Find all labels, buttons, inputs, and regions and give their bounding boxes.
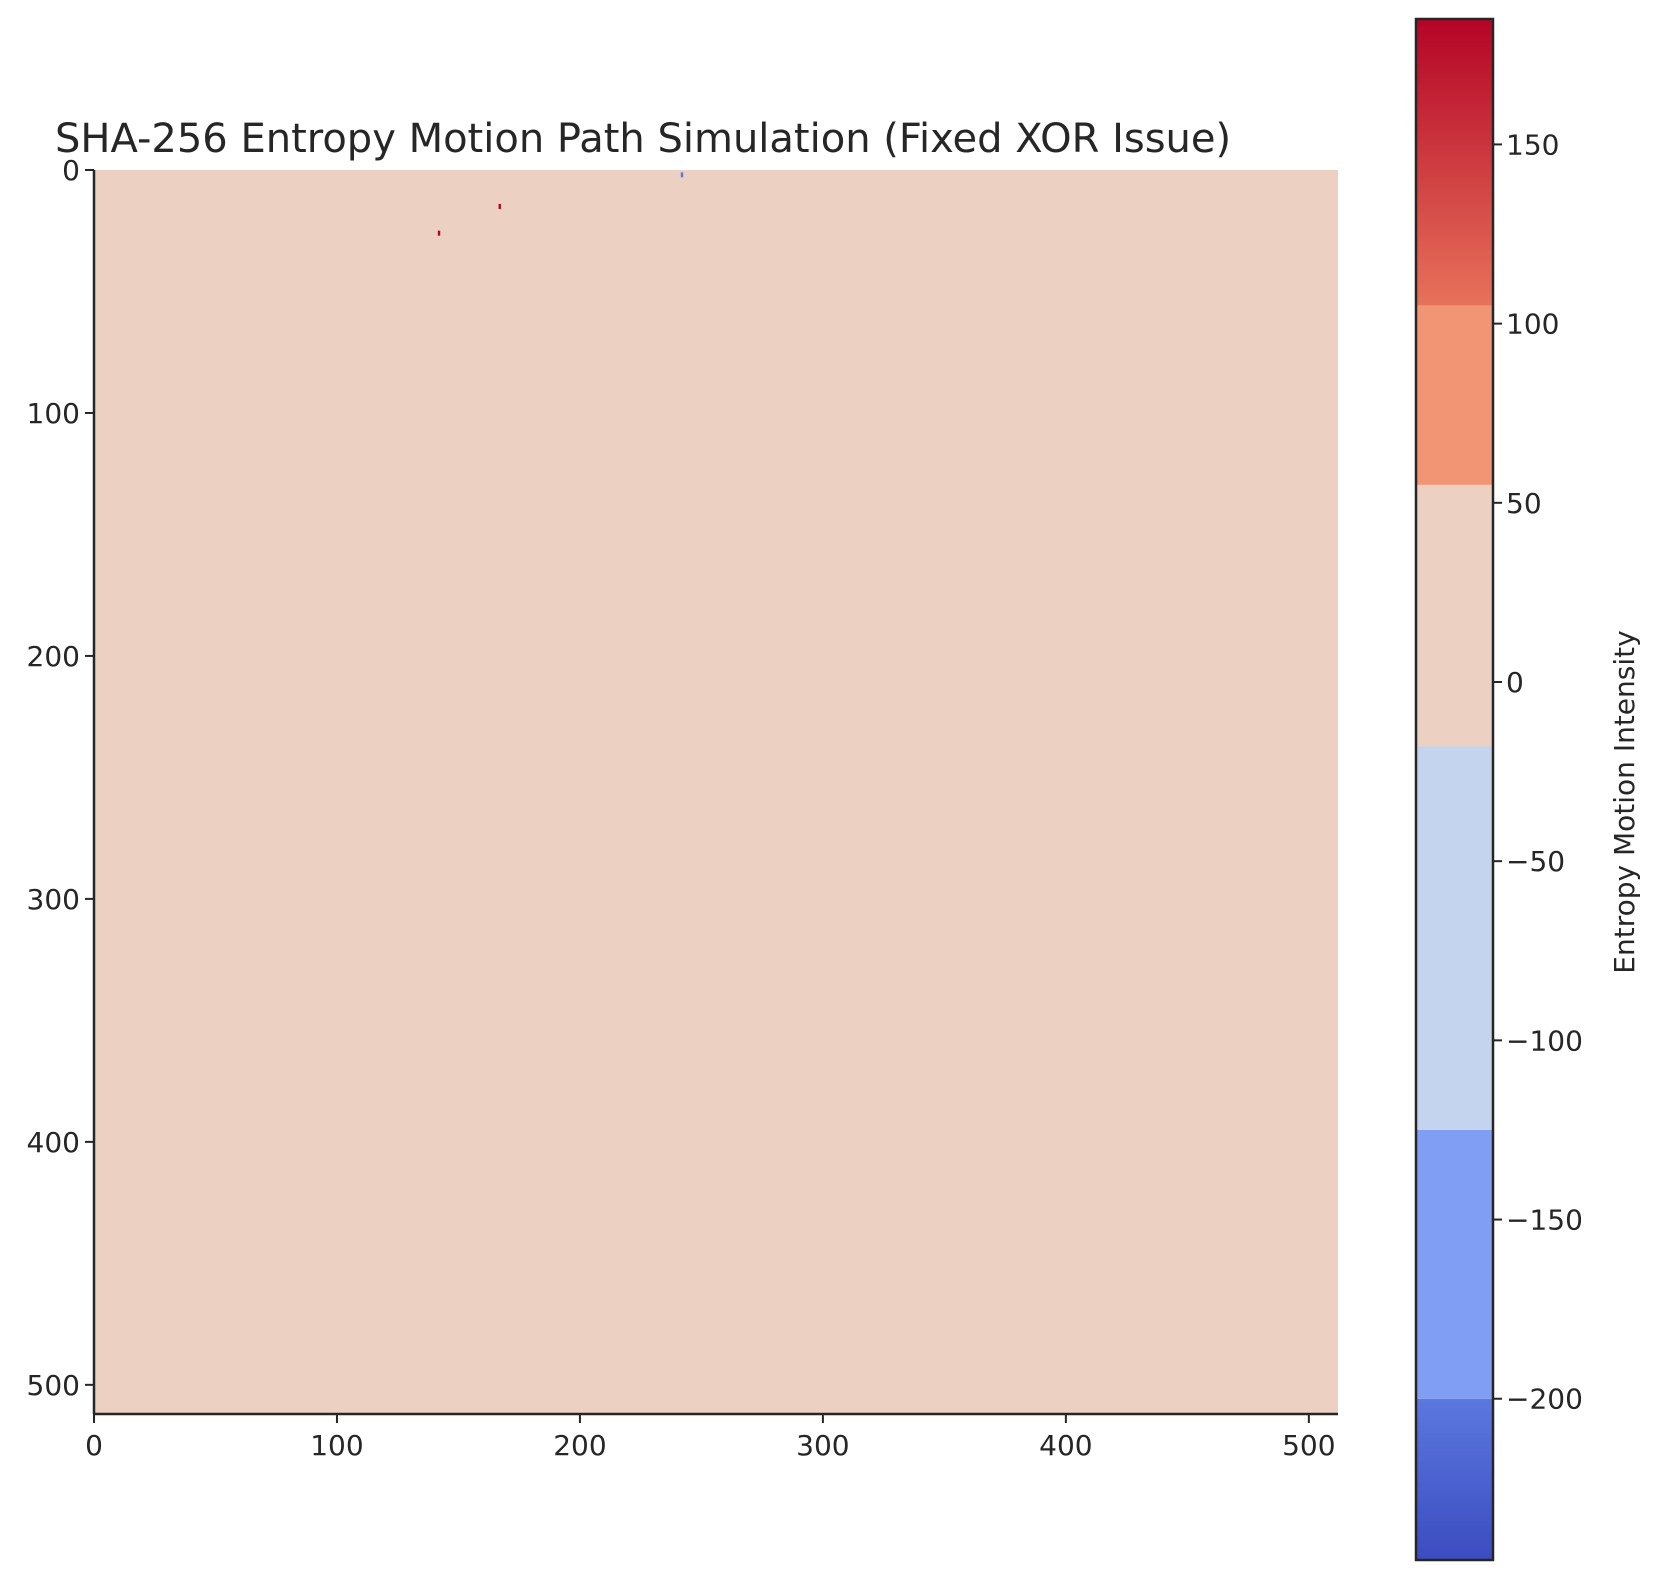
y-tick-label: 400 xyxy=(27,1126,80,1159)
colorbar-tick-label: 150 xyxy=(1506,128,1559,161)
heatmap-image xyxy=(94,170,1338,1414)
colorbar-band xyxy=(1416,484,1493,747)
colorbar-tick-label: −200 xyxy=(1506,1383,1583,1416)
colorbar-tick-label: −50 xyxy=(1506,845,1565,878)
colorbar-band xyxy=(1416,746,1493,1130)
plot-area xyxy=(92,170,1338,1416)
colorbar-tick-label: 0 xyxy=(1506,666,1524,699)
heatmap-point xyxy=(680,172,684,178)
colorbar-tick-label: 100 xyxy=(1506,308,1559,341)
heatmap-point xyxy=(498,203,501,209)
colorbar-tick-label: −150 xyxy=(1506,1204,1583,1237)
y-tick-label: 200 xyxy=(27,640,80,673)
colorbar-band xyxy=(1416,305,1493,485)
chart-title: SHA-256 Entropy Motion Path Simulation (… xyxy=(55,116,1231,162)
x-tick-label: 0 xyxy=(85,1429,103,1462)
colorbar: −200 −150 −100 −50 0 50 100 150 xyxy=(1414,17,1583,1562)
y-tick-label: 300 xyxy=(27,883,80,916)
colorbar-label: Entropy Motion Intensity xyxy=(1608,630,1641,973)
colorbar-frame xyxy=(1414,17,1495,1562)
y-tick-label: 500 xyxy=(27,1369,80,1402)
y-axis: 0 100 200 300 400 500 xyxy=(27,154,94,1402)
colorbar-tick-label: −100 xyxy=(1506,1024,1583,1057)
y-tick-label: 100 xyxy=(27,397,80,430)
x-tick-label: 400 xyxy=(1039,1429,1092,1462)
heatmap-point xyxy=(437,230,441,236)
colorbar-band xyxy=(1416,1129,1493,1399)
x-tick-label: 200 xyxy=(553,1429,606,1462)
colorbar-band xyxy=(1416,19,1493,306)
x-axis: 0 100 200 300 400 500 xyxy=(85,1414,1336,1462)
x-tick-label: 100 xyxy=(310,1429,363,1462)
colorbar-tick-label: 50 xyxy=(1506,487,1542,520)
y-tick-label: 0 xyxy=(62,154,80,187)
x-tick-label: 500 xyxy=(1282,1429,1335,1462)
x-tick-label: 300 xyxy=(796,1429,849,1462)
colorbar-band xyxy=(1416,1398,1493,1560)
